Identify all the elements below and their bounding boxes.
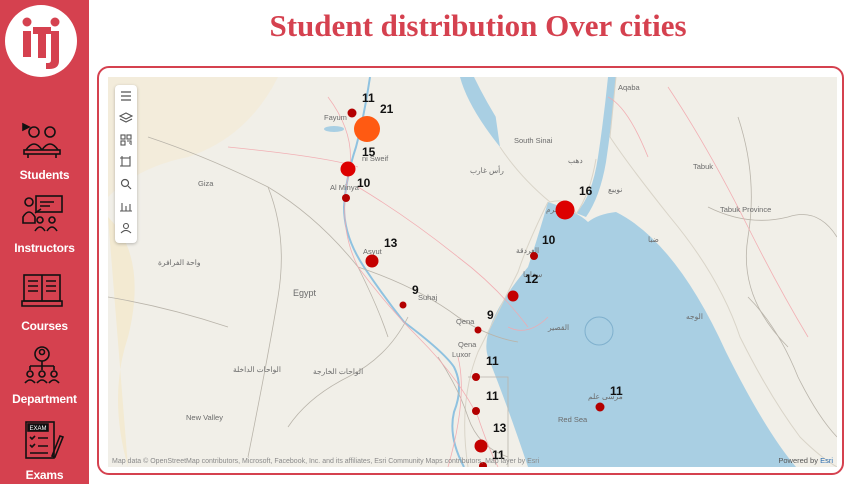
iti-logo[interactable] [5,5,77,77]
city-bubble[interactable] [340,161,356,177]
exam-icon-text: EXAM [29,426,46,432]
place-label-ghardaqa: الغردقة [516,246,539,255]
qr-icon[interactable] [118,132,134,148]
place-label-egypt: Egypt [293,288,317,298]
students-icon [20,120,64,160]
place-label-wajh: الوجه [686,312,703,321]
place-label-wahat-dakhla: الواحات الداخلة [233,365,281,374]
powered-by[interactable]: Powered by Esri [778,456,833,465]
place-label-duba: ضبا [648,235,660,244]
person-icon[interactable] [118,220,134,236]
city-bubble-label: 9 [487,308,494,322]
sidebar-item-label: Instructors [14,241,75,255]
city-bubble-label: 11 [492,448,505,462]
map-card: Fayum ni Sweif Al Minya Giza Egypt واحة الفرا… [97,66,844,475]
place-label-tabuk-province: Tabuk Province [720,205,771,214]
city-bubble[interactable] [555,200,575,220]
place-label-tabuk: Tabuk [693,162,713,171]
place-label-safaga: سفاجا [523,270,543,279]
place-label-qena2: Qena [458,340,477,349]
place-label-wahat-farafra: واحة الفرافرة [158,258,201,267]
sidebar-item-exams[interactable]: EXAM Exams [0,418,89,484]
powered-by-prefix: Powered by [778,456,818,465]
page-title: Student distribution Over cities [269,8,687,43]
select-rectangle-icon[interactable] [118,154,134,170]
courses-icon [20,271,64,311]
city-bubble[interactable] [507,290,519,302]
map-toolbar [115,85,137,243]
city-bubble-label: 10 [542,233,556,247]
place-label-dahab: دهب [568,156,583,165]
city-bubble[interactable] [530,252,538,260]
map-attribution: Map data © OpenStreetMap contributors, M… [112,458,540,465]
map-view[interactable]: Fayum ni Sweif Al Minya Giza Egypt واحة الفرا… [108,77,837,467]
sidebar-item-courses[interactable]: Courses [0,268,89,336]
city-bubble[interactable] [354,116,380,142]
place-label-nuwaiba: نويبع [608,185,622,194]
city-bubble-label: 12 [525,272,539,286]
city-bubble[interactable] [472,373,480,381]
place-label-qena: Qena [456,317,475,326]
city-bubble-label: 11 [486,389,499,403]
place-label-beni-suef: ni Sweif [362,154,389,163]
sidebar-item-label: Department [12,392,77,406]
place-label-ras-gharib: رأس غارب [470,164,504,175]
city-bubble[interactable] [399,301,407,309]
sidebar-item-label: Courses [21,319,68,333]
place-label-giza: Giza [198,179,214,188]
city-bubble-label: 11 [362,91,375,105]
place-label-new-valley: New Valley [186,413,223,422]
city-bubble-label: 13 [384,236,398,250]
sidebar-item-department[interactable]: Department [0,342,89,410]
place-label-suhaj: Suhaj [418,293,438,302]
city-bubble[interactable] [342,194,350,202]
sidebar-item-instructors[interactable]: Instructors [0,190,89,258]
place-label-south-sinai: South Sinai [514,136,553,145]
city-bubble-label: 21 [380,102,394,116]
menu-icon[interactable] [118,88,134,104]
city-bubble[interactable] [474,439,488,453]
sidebar-item-label: Exams [25,468,64,482]
city-bubble[interactable] [365,254,379,268]
city-bubble[interactable] [472,407,480,415]
powered-by-brand: Esri [820,456,833,465]
place-label-qusair: القصير [547,323,569,332]
instructors-icon [20,193,64,233]
map-canvas[interactable]: Fayum ni Sweif Al Minya Giza Egypt واحة الفرا… [108,77,837,467]
city-bubble-label: 16 [579,184,593,198]
sidebar-item-students[interactable]: Students [0,116,89,184]
place-label-fayum: Fayum [324,113,347,122]
place-label-aqaba: Aqaba [618,83,641,92]
city-bubble-label: 15 [362,145,376,159]
zoom-icon[interactable] [118,176,134,192]
city-bubble-label: 9 [412,283,419,297]
city-bubble[interactable] [479,462,487,467]
layers-icon[interactable] [118,110,134,126]
city-bubble-label: 13 [493,421,507,435]
exams-icon: EXAM [20,420,65,460]
place-label-marsa-alam: مرسى علم [588,392,623,401]
city-bubble[interactable] [347,108,357,118]
place-label-sharm: شرم [546,205,562,214]
city-bubble-label: 11 [486,354,499,368]
city-bubble[interactable] [595,402,605,412]
place-label-wahat-kharga: الواحات الخارجة [313,367,363,376]
department-icon [20,344,64,384]
city-bubble-label: 10 [357,176,371,190]
place-label-luxor: Luxor [452,350,471,359]
city-bubble-label: 11 [610,384,623,398]
place-label-al-minya: Al Minya [330,183,360,192]
bar-chart-icon[interactable] [118,198,134,214]
sidebar-item-label: Students [19,168,70,182]
sidebar: Students Instructors Courses [0,0,89,484]
city-bubble[interactable] [474,326,482,334]
place-label-asyut: Asyut [363,247,383,256]
place-label-red-sea: Red Sea [558,415,588,424]
